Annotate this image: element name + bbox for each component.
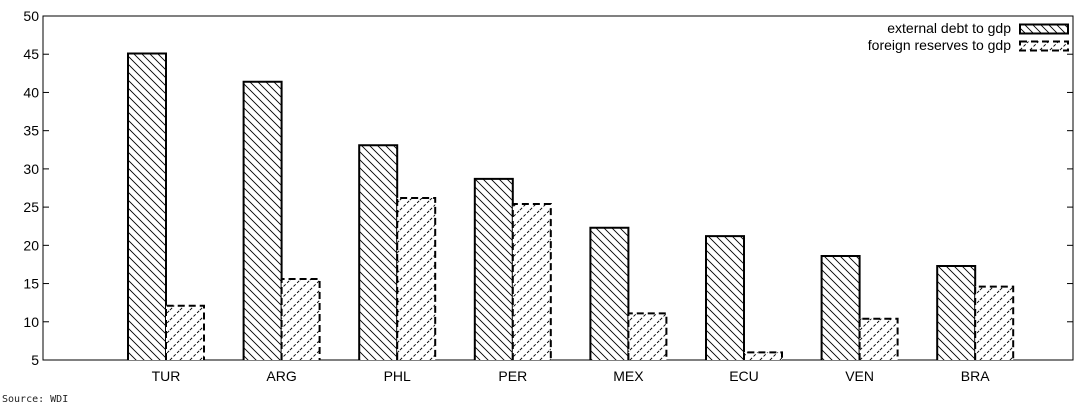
bar-outline (511, 203, 552, 360)
bars-group (127, 52, 1015, 361)
y-tick-label: 20 (23, 237, 39, 253)
y-tick-label: 10 (23, 314, 39, 330)
y-tick-label: 35 (23, 123, 39, 139)
bar-outline (280, 277, 321, 360)
bar-ecu-foreign-reserves (744, 352, 782, 360)
bar-mex-foreign-reserves (628, 313, 667, 360)
bar-phl-external-debt (359, 145, 398, 360)
bar-per-foreign-reserves (512, 204, 551, 360)
x-tick-label-per: PER (498, 368, 527, 384)
y-tick-label: 15 (23, 276, 39, 292)
bar-chart: 5 10 15 20 25 30 35 40 45 50 TUR ARG PHL PER MEX ECU VEN… (23, 8, 1074, 384)
bar-outline (127, 52, 167, 360)
bar-outline (974, 285, 1015, 360)
bar-outline (396, 196, 437, 360)
bar-outline (705, 235, 745, 360)
legend-swatch-external-debt (1019, 23, 1069, 35)
tick-labels-group: 5 10 15 20 25 30 35 40 45 50 TUR ARG PHL PER MEX ECU VEN… (23, 8, 990, 384)
bar-bra-foreign-reserves (975, 286, 1014, 360)
bar-outline (820, 255, 861, 360)
x-tick-label-phl: PHL (384, 368, 411, 384)
bar-mex-external-debt (590, 227, 629, 360)
bar-outline (165, 304, 205, 360)
bar-outline (743, 351, 783, 360)
source-note: Source: WDI (2, 394, 69, 405)
bar-ven-foreign-reserves (859, 318, 898, 360)
y-tick-label: 5 (31, 352, 39, 368)
y-tick-label: 30 (23, 161, 39, 177)
bar-outline (589, 226, 630, 360)
y-tick-label: 50 (23, 8, 39, 24)
bar-bra-external-debt (937, 265, 976, 360)
bar-arg-foreign-reserves (281, 278, 320, 360)
plot-frame (42, 15, 1074, 361)
x-tick-label-ecu: ECU (729, 368, 759, 384)
bar-phl-foreign-reserves (397, 197, 436, 360)
y-tick-label: 45 (23, 46, 39, 62)
x-tick-label-ven: VEN (845, 368, 874, 384)
bar-ven-external-debt (821, 256, 860, 360)
x-tick-label-bra: BRA (961, 368, 990, 384)
legend-label-foreign-reserves: foreign reserves to gdp (868, 37, 1011, 53)
x-tick-label-tur: TUR (152, 368, 181, 384)
x-tick-label-mex: MEX (613, 368, 644, 384)
bar-tur-external-debt (128, 53, 166, 361)
y-tick-label: 25 (23, 199, 39, 215)
y-tick-label: 40 (23, 84, 39, 100)
bar-outline (627, 312, 668, 360)
bar-arg-external-debt (243, 81, 282, 361)
bar-ecu-external-debt (706, 236, 744, 360)
legend-label-external-debt: external debt to gdp (887, 20, 1011, 36)
bar-per-external-debt (474, 178, 513, 360)
legend-swatch-foreign-reserves (1019, 40, 1069, 52)
x-tick-label-arg: ARG (266, 368, 296, 384)
bar-tur-foreign-reserves (166, 305, 204, 360)
bar-outline (858, 317, 899, 360)
bar-outline (242, 80, 283, 360)
